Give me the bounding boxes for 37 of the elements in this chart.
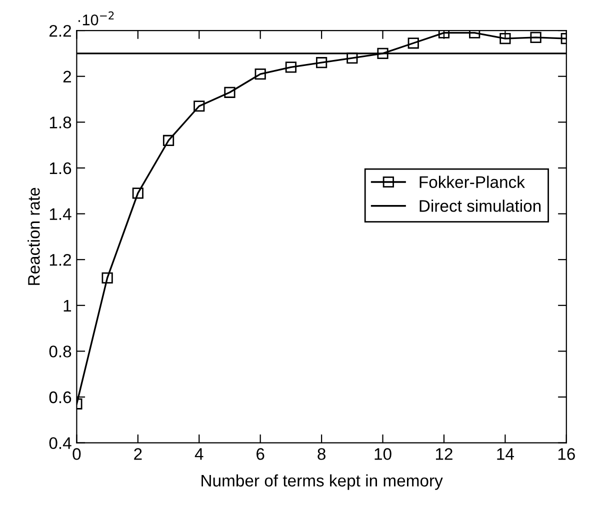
- y-tick-label: 2: [63, 70, 72, 82]
- x-tick-label: 8: [318, 448, 326, 460]
- text: ·10$^{−2}$: [78, 11, 114, 26]
- y-tick-label: 1: [64, 300, 72, 312]
- y-tick-label: 1.4: [50, 208, 72, 220]
- point: [162, 134, 174, 146]
- point: [132, 188, 144, 199]
- point: [102, 272, 113, 284]
- y-axis-title: Reaction rate: [28, 188, 40, 285]
- y-tick-label: 2.2: [50, 24, 72, 37]
- point: [194, 100, 205, 112]
- y-tick-label: 1.8: [50, 116, 72, 128]
- point: [316, 57, 328, 68]
- y-tick-label: 0.8: [49, 346, 72, 358]
- x-tick-label: 6: [256, 448, 264, 460]
- point: [285, 62, 296, 73]
- x-tick-label: 16: [558, 448, 575, 460]
- point: [224, 86, 236, 98]
- y-tick-label: 1.2: [50, 254, 72, 266]
- point: [500, 33, 511, 44]
- x-tick-label: 12: [436, 448, 452, 460]
- x-tick-label: 14: [497, 448, 514, 460]
- y-tick-label: 0.6: [49, 391, 72, 404]
- legend-label: Direct simulation: [420, 200, 541, 212]
- y-tick-label: 1.6: [50, 162, 72, 174]
- x-tick-label: 0: [72, 448, 81, 460]
- x-tick-label: 2: [134, 448, 142, 460]
- x-tick-label: 4: [194, 448, 204, 460]
- x-axis-title: Number of terms kept in memory: [202, 474, 443, 490]
- point: [346, 52, 358, 64]
- y-tick-label: 0.4: [49, 437, 72, 450]
- x-tick-label: 10: [374, 448, 392, 460]
- point: [530, 32, 542, 43]
- legend-label: Fokker-Planck: [420, 176, 525, 188]
- point: [254, 68, 266, 80]
- point: [408, 38, 419, 49]
- point: [377, 48, 388, 59]
